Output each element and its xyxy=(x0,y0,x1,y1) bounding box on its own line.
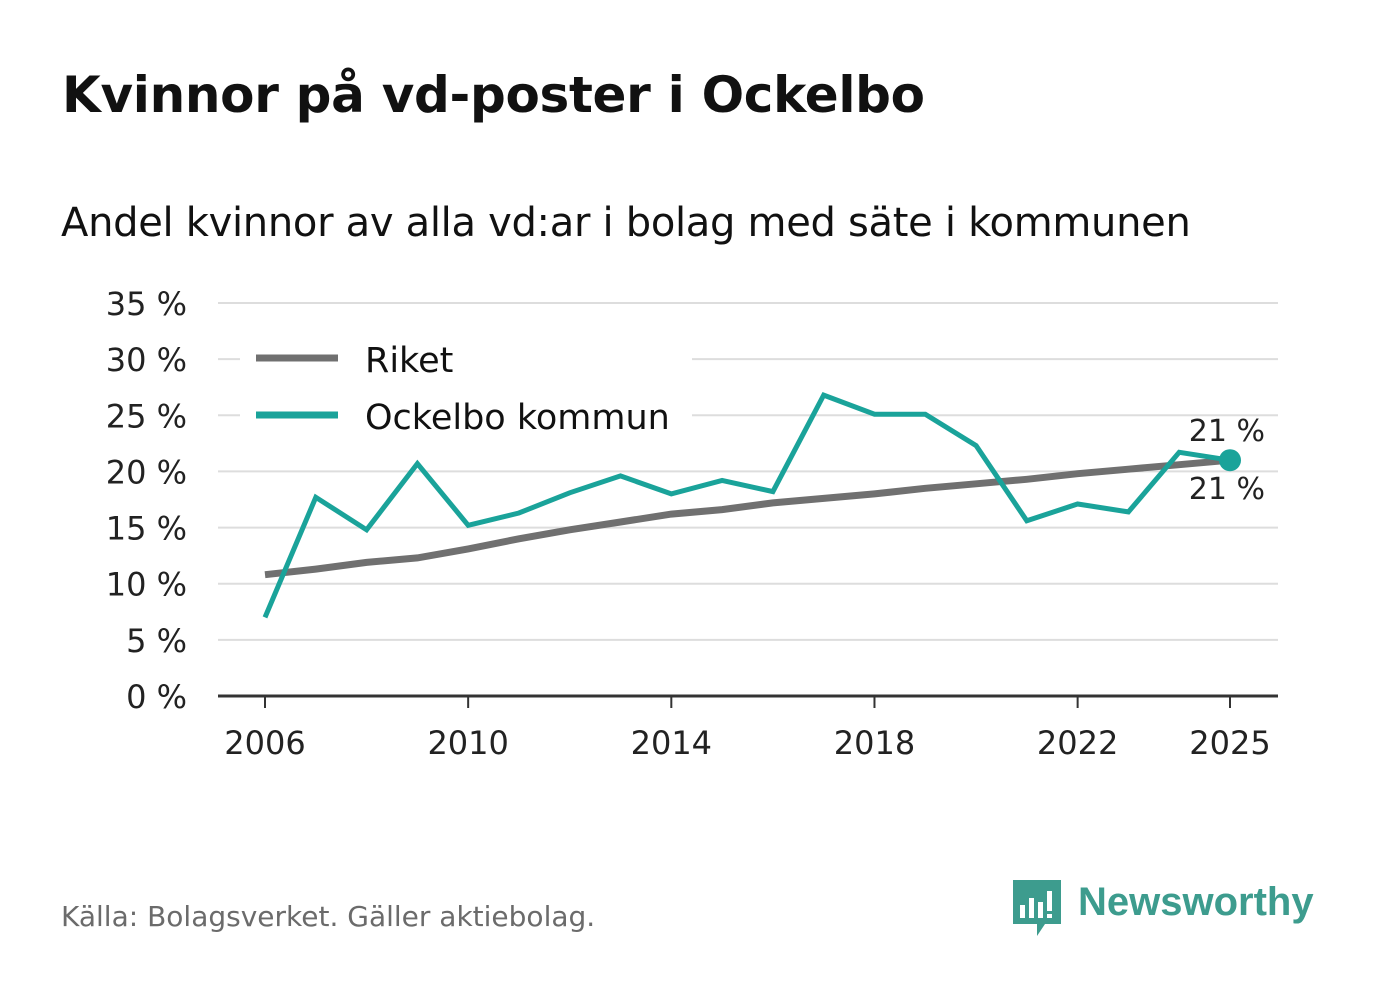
x-tick-label: 2006 xyxy=(224,724,305,762)
end-point-kommun xyxy=(1219,449,1241,472)
end-label-riket: 21 % xyxy=(1189,472,1265,507)
y-tick-label: 25 % xyxy=(106,397,187,435)
brand-name: Newsworthy xyxy=(1078,880,1314,924)
y-tick-label: 0 % xyxy=(126,678,187,716)
newsworthy-logo-icon xyxy=(1013,880,1061,936)
y-tick-label: 10 % xyxy=(106,566,187,604)
y-tick-label: 20 % xyxy=(106,453,187,491)
x-tick-label: 2022 xyxy=(1037,724,1118,762)
y-axis-ticks: 0 % 5 % 10 % 15 % 20 % 25 % 30 % 35 % xyxy=(106,285,187,716)
y-tick-label: 15 % xyxy=(106,510,187,548)
end-label-kommun: 21 % xyxy=(1189,414,1265,449)
x-tick-label: 2010 xyxy=(427,724,508,762)
x-tick-label: 2025 xyxy=(1189,724,1270,762)
legend-label: Riket xyxy=(365,341,453,381)
y-tick-label: 5 % xyxy=(126,622,187,660)
x-tick-label: 2014 xyxy=(631,724,712,762)
y-tick-label: 30 % xyxy=(106,341,187,379)
chart-title: Kvinnor på vd-poster i Ockelbo xyxy=(62,66,925,124)
legend-label: Ockelbo kommun xyxy=(365,398,670,438)
series-line-kommun xyxy=(262,391,1231,619)
x-axis-ticks: 2006 2010 2014 2018 2022 2025 xyxy=(218,694,1278,762)
legend: Riket Ockelbo kommun xyxy=(240,326,692,451)
y-tick-label: 35 % xyxy=(106,285,187,323)
chart-subtitle: Andel kvinnor av alla vd:ar i bolag med … xyxy=(61,200,1191,246)
legend-background xyxy=(240,326,692,451)
source-note: Källa: Bolagsverket. Gäller aktiebolag. xyxy=(61,900,596,933)
series xyxy=(262,391,1241,619)
series-line-riket xyxy=(264,456,1231,579)
end-labels: 21 % 21 % xyxy=(1189,414,1265,507)
brand-logo[interactable]: Newsworthy xyxy=(1010,878,1314,940)
x-tick-label: 2018 xyxy=(834,724,915,762)
